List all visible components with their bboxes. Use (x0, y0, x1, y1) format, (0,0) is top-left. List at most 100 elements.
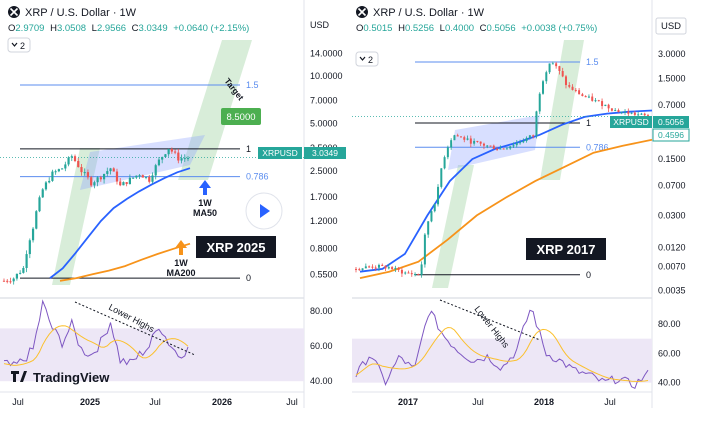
candle (61, 168, 64, 170)
candle (177, 152, 180, 161)
candle (135, 175, 138, 178)
candle (479, 141, 482, 144)
candle (371, 266, 374, 268)
left-currency[interactable]: USD (310, 20, 330, 30)
candle (25, 254, 28, 268)
fib-label: 1.5 (586, 57, 599, 67)
time-tick: Jul (472, 397, 484, 407)
left-moving-averages (0, 157, 304, 282)
ohlc-low: 2.9566 (97, 23, 126, 34)
candle (157, 159, 161, 166)
candle (584, 96, 587, 98)
candle (48, 180, 51, 183)
candle (102, 173, 106, 180)
price-tick: 0.0700 (658, 181, 686, 191)
candle (144, 176, 148, 178)
right-ohlc: O0.5015 H0.5256 L0.4000 C0.5056 +0.0038 … (356, 23, 597, 34)
candle (417, 273, 420, 275)
candle (167, 148, 170, 155)
right-currency[interactable]: USD (661, 21, 681, 32)
right-projection-zones (432, 40, 584, 288)
candle (594, 100, 597, 102)
ohlc-close: 0.5056 (487, 23, 516, 34)
candle (617, 110, 620, 113)
left-chart: 1.5 1 0.786 0 80.00 60.00 40.00 14.0000 10.000… (0, 0, 348, 431)
candle (80, 167, 83, 173)
candle (578, 90, 581, 95)
candle (173, 151, 177, 153)
symbol-tag-bg (610, 116, 652, 128)
rsi-line (355, 309, 649, 389)
candle (115, 171, 119, 182)
candle (51, 171, 54, 181)
ohlc-open: 2.9709 (15, 23, 44, 34)
lower-highs-trendline (74, 301, 196, 356)
candle (2, 280, 6, 282)
right-currency-button[interactable] (655, 17, 687, 35)
right-title[interactable]: XRP / U.S. Dollar · 1W (373, 7, 485, 19)
candle (73, 156, 77, 162)
ohlc-key: L (440, 23, 445, 34)
candle (423, 234, 426, 265)
candle (437, 186, 440, 205)
right-last-price-tag: XRPUSD 0.5056 0.4596 (610, 116, 690, 142)
left-candles (2, 147, 190, 285)
candle (519, 142, 522, 144)
candle (83, 172, 86, 174)
candle (591, 96, 594, 101)
candle (41, 189, 44, 198)
left-title[interactable]: XRP / U.S. Dollar · 1W (25, 7, 137, 19)
ohlc-open: 0.5015 (363, 23, 392, 34)
rsi-tick: 40.00 (658, 378, 681, 388)
candle (545, 72, 548, 82)
time-tick: Jul (604, 397, 616, 407)
right-interval-badge: 2 (368, 55, 373, 65)
time-tick: Jul (149, 397, 161, 407)
ohlc-key: H (398, 23, 405, 34)
right-collapse-button[interactable] (355, 51, 379, 67)
candle (404, 272, 407, 274)
ohlc-key: O (8, 23, 15, 34)
play-button[interactable] (245, 192, 283, 230)
time-tick: 2026 (212, 397, 232, 407)
candle (180, 158, 183, 161)
candle (394, 267, 397, 270)
ohlc-change: +0.0640 (+2.15%) (173, 23, 249, 34)
candle (627, 111, 630, 114)
candle (607, 104, 610, 109)
left-ohlc: O2.9709 H3.0508 L2.9566 C3.0349 +0.0640 … (8, 23, 249, 34)
fib-label: 0.786 (586, 142, 609, 152)
tradingview-logo-icon (11, 371, 27, 382)
panel-gap (348, 0, 351, 431)
price-tick: 14.0000 (310, 48, 343, 58)
candle (522, 141, 525, 143)
last-price-bg (653, 116, 689, 128)
ohlc-key: L (92, 23, 97, 34)
candle (604, 104, 607, 107)
candle (170, 148, 173, 152)
candle (574, 89, 577, 91)
price-tick: 7.0000 (310, 96, 338, 106)
fib-label: 0 (246, 273, 251, 283)
candle (6, 280, 9, 282)
time-tick: 2017 (398, 397, 418, 407)
play-icon (260, 204, 270, 218)
symbol-tag-bg (258, 147, 302, 159)
candle (86, 172, 90, 178)
candle (486, 145, 489, 147)
price-tick: 0.0300 (658, 210, 686, 220)
time-tick: Jul (286, 397, 298, 407)
candle (430, 211, 433, 222)
ma50-line (359, 109, 653, 273)
right-header: XRP / U.S. Dollar · 1W O0.5015 H0.5256 L… (355, 6, 597, 67)
cycle-label: XRP 2017 (536, 242, 595, 257)
arrow-up-icon (199, 180, 211, 195)
left-collapse-button[interactable] (7, 37, 31, 53)
cycle-label: XRP 2025 (206, 240, 265, 255)
left-interval-badge: 2 (20, 41, 25, 51)
target-box (221, 108, 261, 125)
right-chart: 1.5 1 0.786 0 80.00 60.00 40.00 3.0000 1.5000 0… (352, 0, 690, 408)
candle (505, 148, 508, 150)
ohlc-key: O (356, 23, 363, 34)
lower-highs-trendline (439, 299, 541, 341)
